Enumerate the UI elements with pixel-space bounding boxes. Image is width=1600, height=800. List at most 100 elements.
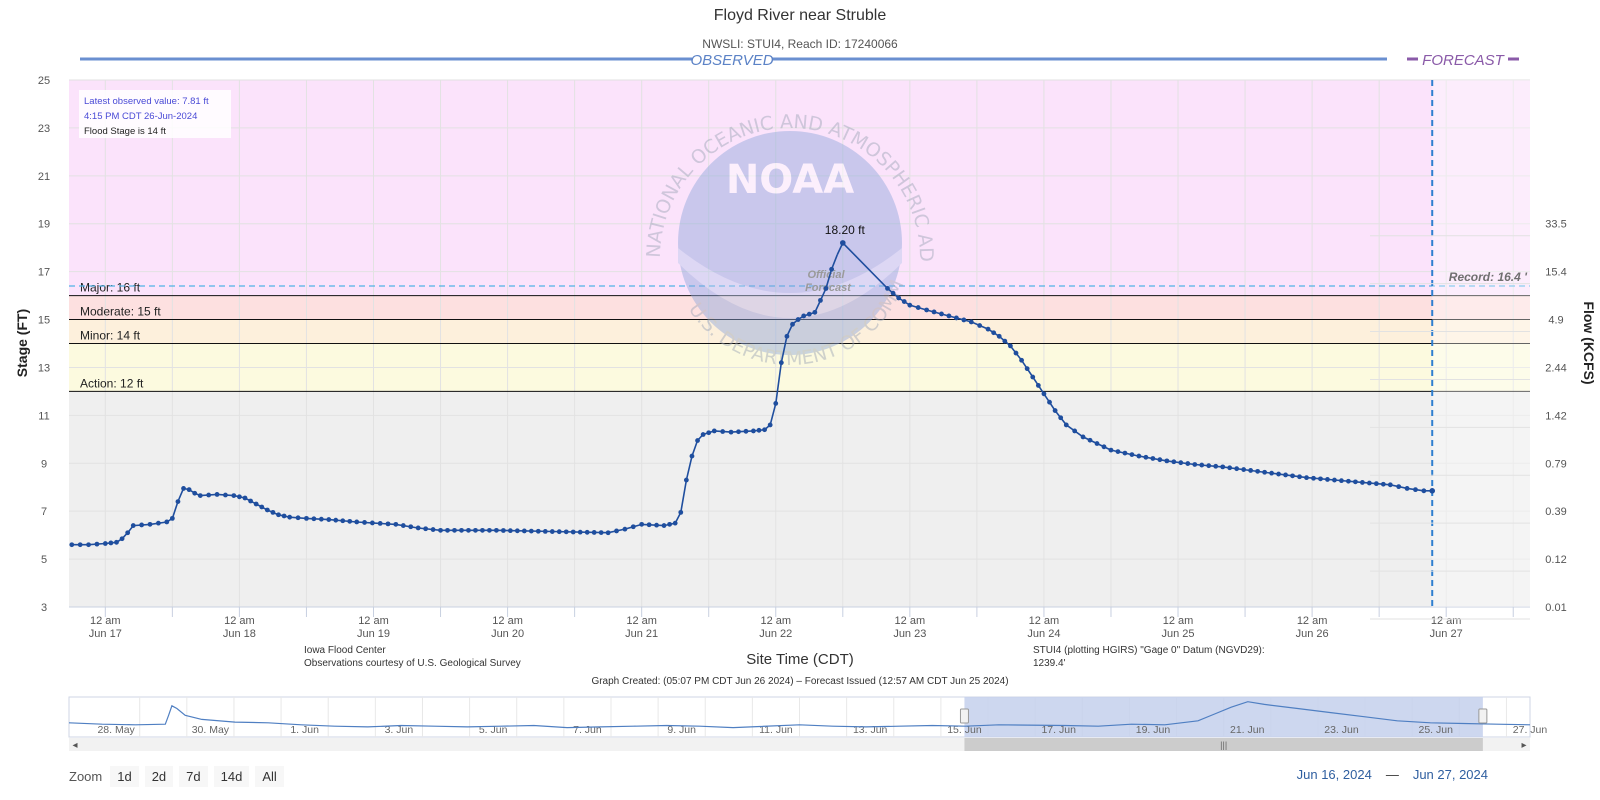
forecast-point <box>1192 462 1198 467</box>
forecast-point <box>1063 422 1069 428</box>
x-tick-label-time: 12 am <box>626 615 657 627</box>
zoom-14d-button[interactable]: 14d <box>213 765 250 787</box>
flow-tick-label: 4.9 <box>1548 315 1563 327</box>
observed-label: OBSERVED <box>690 52 773 69</box>
forecast-point <box>996 333 1002 339</box>
observed-point <box>340 518 346 524</box>
forecast-point <box>961 317 967 323</box>
zoom-label: Zoom <box>69 768 103 784</box>
forecast-point <box>1122 450 1128 456</box>
forecast-point <box>1115 449 1121 454</box>
forecast-point <box>1297 474 1302 480</box>
y2-axis-title: Flow (KCFS) <box>1581 301 1597 384</box>
forecast-point <box>1013 350 1019 356</box>
observed-point <box>452 527 457 533</box>
footer-datum-1: STUI4 (plotting HGIRS) "Gage 0" Datum (N… <box>1033 645 1265 656</box>
observed-point <box>311 516 317 522</box>
peak-point <box>839 240 846 246</box>
observed-point <box>667 521 673 527</box>
range-to-input[interactable]: Jun 27, 2024 <box>1412 767 1488 782</box>
forecast-point <box>1413 487 1418 493</box>
observed-point <box>500 528 506 533</box>
observed-point <box>689 453 695 459</box>
observed-point <box>639 521 645 527</box>
observed-point <box>507 528 513 534</box>
observed-point <box>806 311 812 317</box>
observed-point <box>584 529 590 535</box>
navigator-date-label: 23. Jun <box>1324 724 1359 736</box>
navigator-date-label: 3. Jun <box>385 724 414 736</box>
observed-point <box>736 429 741 435</box>
observed-point <box>119 536 125 542</box>
navigator-date-label: 15. Jun <box>947 724 982 736</box>
scroll-left-icon[interactable]: ◂ <box>72 740 77 751</box>
date-range: Jun 16, 2024 — Jun 27, 2024 <box>1297 767 1488 782</box>
x-tick-label-date: Jun 23 <box>893 628 926 640</box>
forecast-point <box>1108 447 1114 453</box>
action-stage-label: Action: 12 ft <box>80 376 144 390</box>
forecast-point <box>1047 399 1052 405</box>
forecast-point <box>968 319 974 325</box>
observed-point <box>347 518 353 524</box>
navigator-handle-right[interactable] <box>1478 708 1488 724</box>
x-tick-label-date: Jun 19 <box>357 628 390 640</box>
forecast-point <box>1387 482 1393 488</box>
observed-point <box>197 493 203 499</box>
x-tick-label-time: 12 am <box>492 615 523 627</box>
navigator-selection <box>964 697 1483 737</box>
flood-stage-text: Flood Stage is 14 ft <box>84 126 166 137</box>
scrollbar-thumb[interactable] <box>964 738 1483 751</box>
forecast-point <box>1276 471 1281 477</box>
x-tick-label-time: 12 am <box>1029 615 1060 627</box>
forecast-point <box>1325 477 1330 482</box>
y-tick-label: 13 <box>38 362 50 374</box>
forecast-point <box>1213 463 1219 469</box>
y-tick-label: 5 <box>41 554 47 566</box>
forecast-point <box>946 313 952 319</box>
observed-point <box>535 528 541 534</box>
y-axis-title: Stage (FT) <box>14 309 30 377</box>
x-tick-label-time: 12 am <box>1297 615 1328 627</box>
forecast-point <box>1380 481 1386 487</box>
zoom-2d-button[interactable]: 2d <box>144 765 174 787</box>
forecast-point <box>1143 454 1149 460</box>
forecast-point <box>1150 456 1156 461</box>
observed-point <box>751 428 756 434</box>
zoom-7d-button[interactable]: 7d <box>179 765 208 787</box>
forecast-stamp-text: Forecast <box>805 282 852 294</box>
forecast-point <box>1359 480 1365 485</box>
y-tick-label: 23 <box>38 123 50 135</box>
observed-point <box>253 501 259 507</box>
forecast-point <box>890 290 896 296</box>
navigator-series <box>68 701 1531 729</box>
observed-point <box>661 523 667 528</box>
footer-credit-1: Iowa Flood Center <box>304 645 386 656</box>
observed-point <box>829 266 835 272</box>
forecast-point <box>1129 452 1135 457</box>
observed-point <box>304 515 309 521</box>
x-tick-label-date: Jun 26 <box>1296 628 1329 640</box>
normal-band <box>69 391 1530 607</box>
y-tick-label: 17 <box>38 267 50 279</box>
zoom-1d-button[interactable]: 1d <box>110 765 139 787</box>
observed-point <box>756 427 762 433</box>
noaa-logo-disc <box>678 131 902 355</box>
observed-point <box>237 494 242 500</box>
observed-point <box>206 492 212 498</box>
observed-point <box>577 529 583 535</box>
zoom-all-button[interactable]: All <box>255 765 284 787</box>
observed-point <box>393 521 399 527</box>
navigator-handle-left[interactable] <box>959 708 969 724</box>
forecast-point <box>1332 477 1337 483</box>
observed-point <box>242 495 248 501</box>
forecast-point <box>1339 478 1344 484</box>
y-tick-label: 7 <box>41 506 47 518</box>
observed-point <box>818 297 823 303</box>
observed-point <box>369 520 375 526</box>
forecast-point <box>985 326 991 332</box>
observed-point <box>598 530 604 535</box>
scroll-right-icon[interactable]: ▸ <box>1521 740 1526 751</box>
observed-point <box>570 529 576 535</box>
range-from-input[interactable]: Jun 16, 2024 <box>1296 767 1372 782</box>
chart-title: Floyd River near Struble <box>713 7 887 24</box>
